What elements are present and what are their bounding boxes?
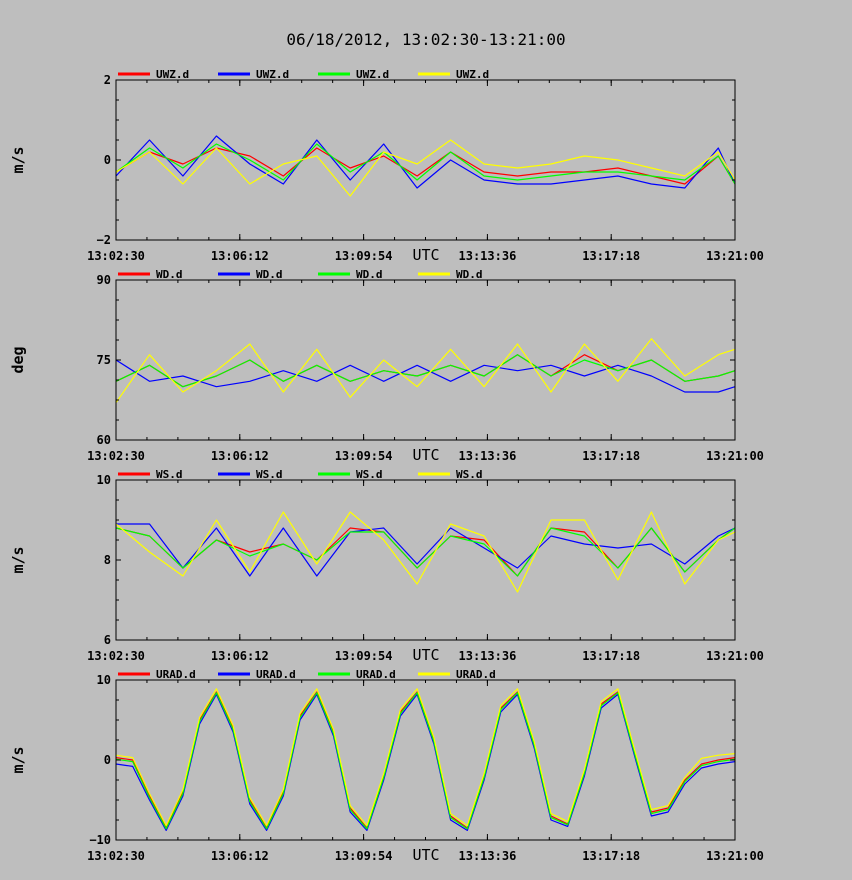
legend-label: UWZ.d (356, 68, 389, 81)
y-axis-label: m/s (9, 746, 27, 773)
y-tick-label: 10 (97, 473, 111, 487)
x-tick-label: 13:17:18 (582, 849, 640, 863)
y-tick-label: 0 (104, 753, 111, 767)
series-line (115, 143, 736, 185)
series-line (115, 354, 736, 388)
series-line (115, 693, 736, 832)
x-tick-label: 13:21:00 (706, 249, 764, 263)
legend-label: URAD.d (456, 668, 496, 681)
x-tick-label: 13:17:18 (582, 449, 640, 463)
x-tick-label: 13:02:30 (87, 249, 145, 263)
plot-frame (115, 79, 736, 241)
x-tick-label: 13:09:54 (335, 649, 393, 663)
x-axis-label: UTC (412, 246, 439, 264)
x-tick-label: 13:13:36 (459, 849, 517, 863)
legend-label: WD.d (256, 268, 283, 281)
legend-label: WD.d (156, 268, 183, 281)
legend-label: WS.d (256, 468, 283, 481)
series-line (115, 147, 736, 185)
y-tick-label: −10 (89, 833, 111, 847)
legend-label: WD.d (356, 268, 383, 281)
x-tick-label: 13:13:36 (459, 649, 517, 663)
x-tick-label: 13:13:36 (459, 249, 517, 263)
chart-title: 06/18/2012, 13:02:30-13:21:00 (286, 30, 565, 49)
x-tick-label: 13:09:54 (335, 249, 393, 263)
legend-label: WS.d (356, 468, 383, 481)
legend-label: UWZ.d (256, 68, 289, 81)
series-line (115, 359, 736, 393)
y-tick-label: 75 (97, 353, 111, 367)
series-line (115, 354, 736, 388)
x-tick-label: 13:17:18 (582, 649, 640, 663)
series-line (115, 139, 736, 197)
y-tick-label: 6 (104, 633, 111, 647)
legend-label: WS.d (156, 468, 183, 481)
y-axis-label: m/s (9, 146, 27, 173)
series-line (115, 692, 736, 830)
x-tick-label: 13:09:54 (335, 449, 393, 463)
x-axis-label: UTC (412, 846, 439, 864)
y-tick-label: 8 (104, 553, 111, 567)
legend-label: URAD.d (156, 668, 196, 681)
y-tick-label: 60 (97, 433, 111, 447)
x-tick-label: 13:02:30 (87, 649, 145, 663)
series-line (115, 338, 736, 404)
legend-label: URAD.d (256, 668, 296, 681)
series-line (116, 523, 736, 577)
series-line (115, 527, 736, 577)
x-tick-label: 13:09:54 (335, 849, 393, 863)
series-line (115, 688, 736, 827)
x-tick-label: 13:06:12 (211, 649, 269, 663)
legend-label: WD.d (456, 268, 483, 281)
x-tick-label: 13:02:30 (87, 449, 145, 463)
y-tick-label: 0 (104, 153, 111, 167)
plot-frame (115, 279, 736, 441)
y-tick-label: 10 (97, 673, 111, 687)
x-axis-label: UTC (412, 446, 439, 464)
x-tick-label: 13:06:12 (211, 849, 269, 863)
panel-2: WD.d WD.d WD.d WD.d 90 75 60 13:02:30 13:06:12 13… (9, 268, 764, 464)
x-tick-label: 13:21:00 (706, 649, 764, 663)
x-tick-label: 13:17:18 (582, 249, 640, 263)
legend-label: URAD.d (356, 668, 396, 681)
x-tick-label: 13:02:30 (87, 849, 145, 863)
y-axis-label: m/s (9, 546, 27, 573)
series-line (115, 511, 736, 593)
x-tick-label: 13:21:00 (706, 449, 764, 463)
x-axis-label: UTC (412, 646, 439, 664)
y-tick-label: −2 (97, 233, 111, 247)
panel-1: UWZ.d UWZ.d UWZ.d UWZ.d 2 0 −2 13:02:30 13:06:12… (9, 68, 764, 264)
y-tick-label: 90 (97, 273, 111, 287)
legend-label: UWZ.d (456, 68, 489, 81)
legend-label: UWZ.d (156, 68, 189, 81)
series-line (115, 135, 736, 189)
y-axis-label: deg (9, 346, 27, 373)
x-tick-label: 13:21:00 (706, 849, 764, 863)
panel-4: URAD.d URAD.d URAD.d URAD.d 10 0 −10 13:02:30 13… (9, 668, 764, 864)
x-tick-label: 13:06:12 (211, 449, 269, 463)
x-tick-label: 13:06:12 (211, 249, 269, 263)
panel-3: WS.d WS.d WS.d WS.d 10 8 6 13:02:30 13:06:12 13:0… (9, 468, 764, 664)
legend-label: WS.d (456, 468, 483, 481)
y-tick-label: 2 (104, 73, 111, 87)
x-tick-label: 13:13:36 (459, 449, 517, 463)
